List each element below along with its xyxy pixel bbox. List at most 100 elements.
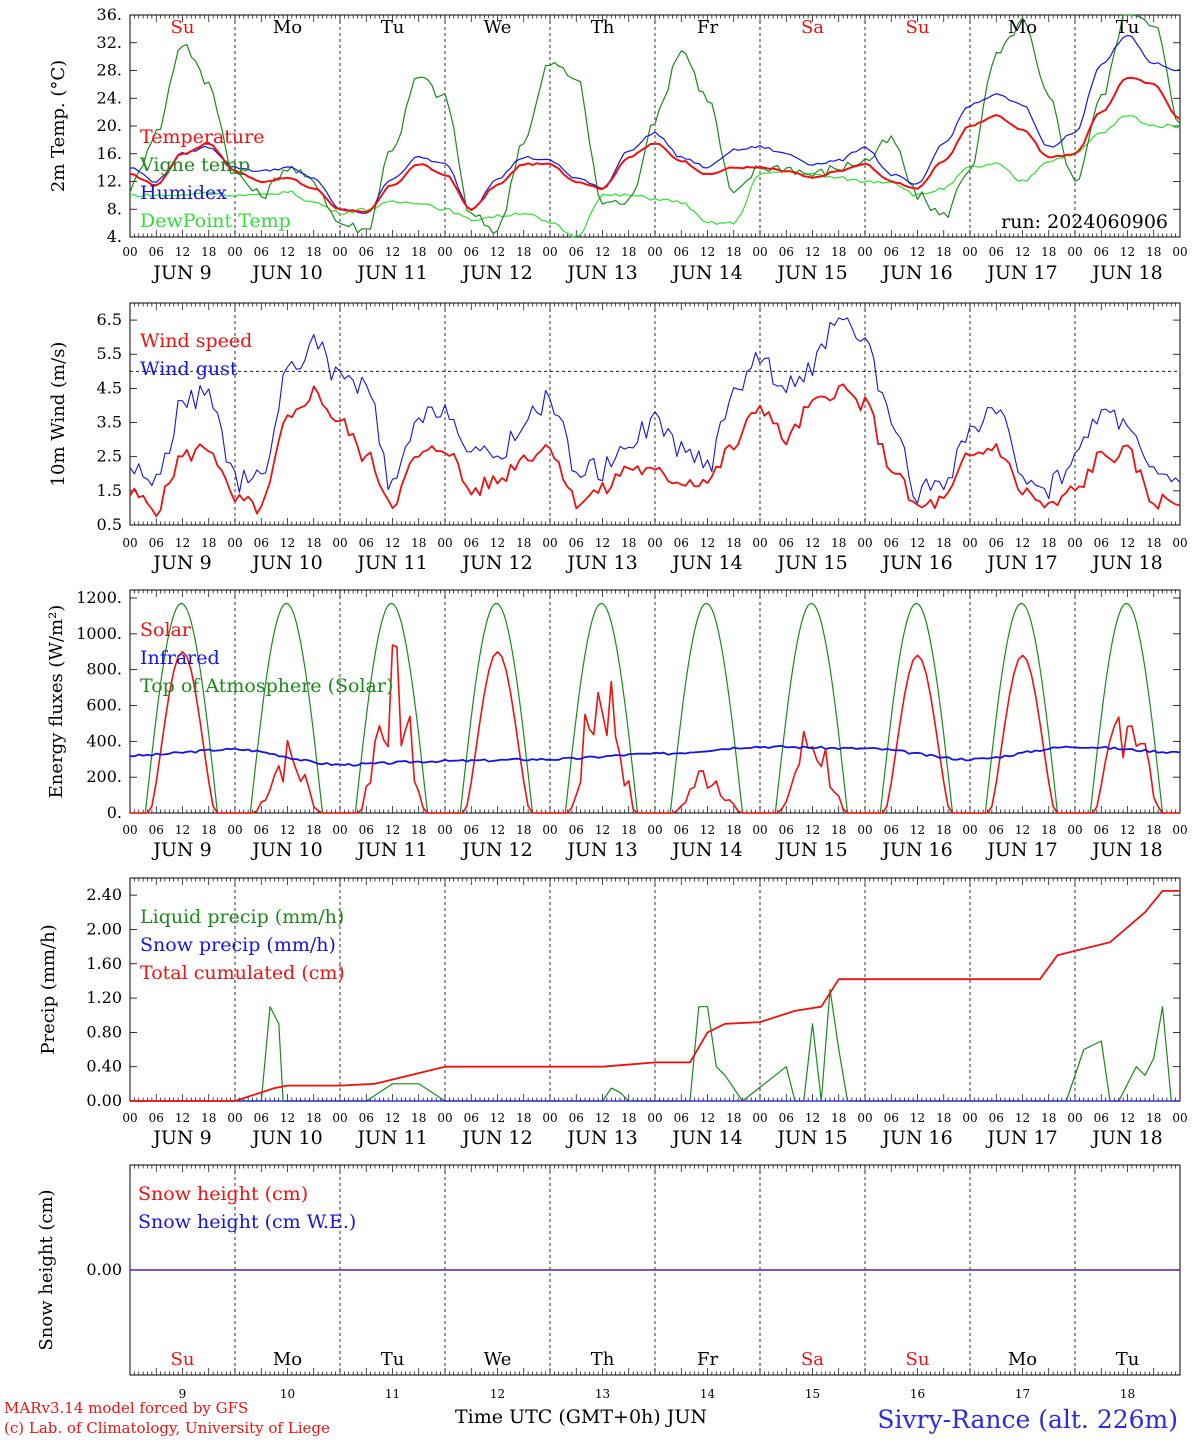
date-label: JUN 10 [250, 552, 322, 574]
hour-tick-label: 18 [936, 245, 951, 259]
hour-tick-label: 00 [437, 1111, 452, 1125]
hour-tick-label: 00 [857, 536, 872, 550]
hour-tick-label: 18 [831, 245, 846, 259]
hour-tick-label: 18 [1041, 245, 1056, 259]
hour-tick-label: 06 [569, 1111, 584, 1125]
hour-tick-label: 12 [910, 1111, 925, 1125]
y-tick-label: 2.5 [97, 447, 122, 466]
date-label: JUN 14 [670, 1127, 742, 1149]
hour-tick-label: 00 [1067, 1111, 1082, 1125]
hour-tick-label: 12 [1120, 1111, 1135, 1125]
hour-tick-label: 00 [227, 245, 242, 259]
y-tick-label: 2.40 [86, 885, 122, 904]
date-label: JUN 14 [670, 839, 742, 861]
day-number-label: 10 [280, 1387, 295, 1401]
hour-tick-label: 06 [254, 823, 269, 837]
date-label: JUN 18 [1090, 552, 1162, 574]
hour-tick-label: 06 [569, 245, 584, 259]
hour-tick-label: 18 [411, 1111, 426, 1125]
date-label: JUN 17 [985, 839, 1057, 861]
hour-tick-label: 00 [752, 536, 767, 550]
y-tick-label: 24. [97, 88, 122, 107]
date-label: JUN 12 [460, 552, 532, 574]
y-tick-label: 8. [107, 199, 122, 218]
date-label: JUN 16 [880, 552, 952, 574]
hour-tick-label: 12 [1120, 823, 1135, 837]
hour-tick-label: 06 [149, 1111, 164, 1125]
legend-entry: Solar [140, 619, 192, 641]
day-name: Tu [1116, 17, 1140, 38]
hour-tick-label: 18 [621, 1111, 636, 1125]
hour-tick-label: 06 [464, 823, 479, 837]
day-name: Tu [381, 17, 405, 38]
hour-tick-label: 00 [1067, 245, 1082, 259]
hour-tick-label: 06 [674, 823, 689, 837]
date-label: JUN 9 [151, 552, 211, 574]
day-name: We [484, 1349, 512, 1370]
hour-tick-label: 12 [595, 823, 610, 837]
hour-tick-label: 18 [201, 1111, 216, 1125]
y-tick-label: 2.00 [86, 919, 122, 938]
energy-panel: 0. 200. 400. 600. 800. 1000. 1200. Energy fluxe… [46, 588, 1188, 861]
day-number-label: 15 [805, 1387, 820, 1401]
date-label: JUN 10 [250, 839, 322, 861]
hour-tick-label: 18 [936, 536, 951, 550]
hour-tick-label: 18 [621, 823, 636, 837]
hour-tick-label: 06 [149, 536, 164, 550]
hour-tick-label: 18 [411, 245, 426, 259]
hour-tick-label: 18 [936, 1111, 951, 1125]
hour-tick-label: 12 [1015, 245, 1030, 259]
y-tick-label: 1.5 [97, 481, 122, 500]
hour-tick-label: 12 [1015, 823, 1030, 837]
y-tick-label: 0.80 [86, 1022, 122, 1041]
hour-tick-label: 00 [647, 536, 662, 550]
date-label: JUN 11 [355, 1127, 427, 1149]
date-label: JUN 13 [565, 1127, 637, 1149]
hour-tick-label: 12 [175, 536, 190, 550]
hour-tick-label: 18 [1146, 823, 1161, 837]
hour-tick-label: 00 [1172, 536, 1187, 550]
day-name: Fr [697, 17, 718, 38]
hour-tick-label: 00 [542, 536, 557, 550]
hour-tick-label: 06 [569, 536, 584, 550]
hour-tick-label: 00 [1172, 823, 1187, 837]
hour-tick-label: 00 [332, 536, 347, 550]
day-name: Mo [273, 17, 302, 38]
y-tick-label: 0.5 [97, 515, 122, 534]
hour-tick-label: 18 [306, 245, 321, 259]
hour-tick-label: 12 [385, 823, 400, 837]
hour-tick-label: 00 [437, 823, 452, 837]
hour-tick-label: 12 [175, 1111, 190, 1125]
hour-tick-label: 00 [227, 536, 242, 550]
hour-tick-label: 06 [779, 245, 794, 259]
series-line-temperature [129, 76, 1181, 214]
hour-tick-label: 12 [175, 245, 190, 259]
hour-tick-label: 00 [122, 1111, 137, 1125]
hour-tick-label: 18 [1146, 1111, 1161, 1125]
y-tick-label: 400. [86, 731, 122, 750]
hour-tick-label: 18 [1041, 536, 1056, 550]
series-line-infrared [129, 745, 1181, 767]
date-label: JUN 15 [775, 262, 847, 284]
hour-tick-label: 12 [385, 245, 400, 259]
y-tick-label: 32. [97, 33, 122, 52]
legend-entry: Total cumulated (cm) [140, 962, 345, 984]
date-label: JUN 14 [670, 552, 742, 574]
day-name: Fr [697, 1349, 718, 1370]
day-number-label: 13 [595, 1387, 610, 1401]
hour-tick-label: 06 [1094, 245, 1109, 259]
hour-tick-label: 12 [805, 536, 820, 550]
y-tick-label: 4.5 [97, 378, 122, 397]
hour-tick-label: 12 [595, 245, 610, 259]
date-label: JUN 11 [355, 552, 427, 574]
hour-tick-label: 18 [516, 536, 531, 550]
hour-tick-label: 06 [884, 245, 899, 259]
series-line-total-cumulated-cm- [130, 890, 1180, 1102]
hour-tick-label: 06 [254, 536, 269, 550]
y-tick-label: 28. [97, 61, 122, 80]
date-label: JUN 12 [460, 839, 532, 861]
hour-tick-label: 18 [516, 1111, 531, 1125]
y-tick-label: 1.20 [86, 988, 122, 1007]
date-label: JUN 11 [355, 262, 427, 284]
day-name: Th [591, 1349, 615, 1370]
